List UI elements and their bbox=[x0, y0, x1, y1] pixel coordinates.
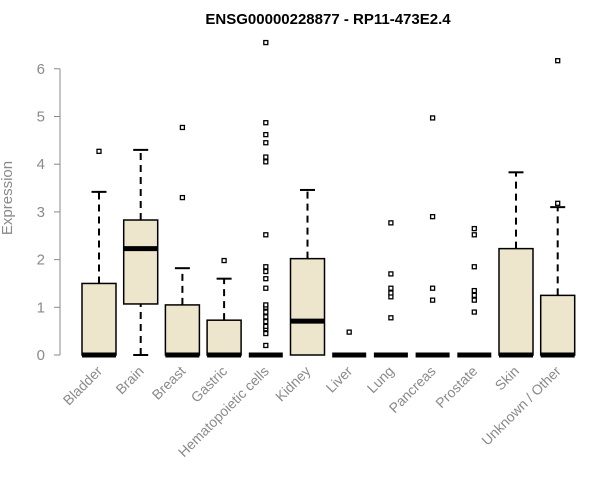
outlier-point bbox=[263, 309, 269, 315]
outlier-point bbox=[555, 58, 561, 64]
box-liver bbox=[332, 329, 367, 358]
x-tick-label: Unknown / Other bbox=[478, 363, 564, 449]
outlier-point bbox=[471, 297, 477, 303]
outlier-point bbox=[263, 285, 269, 291]
outlier-point bbox=[471, 225, 477, 232]
box-body bbox=[206, 319, 242, 356]
y-tick-label: 4 bbox=[37, 156, 45, 173]
x-tick-label: Breast bbox=[149, 363, 189, 403]
outlier-point bbox=[263, 120, 269, 126]
y-tick-label: 3 bbox=[37, 204, 45, 221]
outlier-point bbox=[179, 194, 186, 201]
box-body bbox=[164, 304, 201, 356]
x-tick-label: Kidney bbox=[272, 363, 314, 405]
outlier-point bbox=[263, 232, 269, 238]
outlier-point bbox=[388, 271, 394, 277]
x-tick-label: Skin bbox=[492, 363, 523, 394]
box-body bbox=[122, 219, 159, 305]
outlier-point bbox=[263, 302, 269, 308]
outlier-point bbox=[263, 268, 269, 275]
outlier-point bbox=[263, 323, 269, 330]
outlier-point bbox=[429, 214, 436, 220]
x-tick-label: Lung bbox=[364, 363, 397, 396]
outlier-point bbox=[429, 115, 436, 121]
y-tick-label: 2 bbox=[37, 252, 45, 269]
box-pancreas bbox=[415, 115, 450, 358]
x-tick-label: Bladder bbox=[60, 363, 106, 409]
outlier-point bbox=[388, 315, 394, 321]
box-kidney bbox=[289, 188, 326, 356]
box-unknown-other bbox=[539, 58, 576, 358]
box-body bbox=[498, 247, 534, 356]
outlier-point bbox=[96, 148, 102, 154]
outlier-point bbox=[555, 200, 561, 206]
box-brain bbox=[122, 148, 159, 356]
box-bladder bbox=[81, 148, 117, 358]
y-tick-label: 1 bbox=[37, 299, 45, 316]
box-hematopoietic-cells bbox=[248, 39, 283, 358]
box-body bbox=[289, 257, 326, 356]
outlier-point bbox=[388, 290, 394, 296]
outlier-point bbox=[429, 297, 436, 303]
outlier-point bbox=[471, 287, 477, 294]
x-tick-label: Liver bbox=[323, 363, 356, 396]
box-lung bbox=[373, 220, 408, 358]
outlier-point bbox=[471, 264, 477, 270]
x-tick-label: Prostate bbox=[432, 363, 480, 411]
outlier-point bbox=[263, 342, 269, 349]
outlier-point bbox=[471, 232, 477, 238]
outlier-point bbox=[221, 257, 227, 264]
box-prostate bbox=[457, 225, 492, 358]
box-gastric bbox=[206, 257, 242, 358]
outlier-point bbox=[263, 140, 269, 146]
chart-title: ENSG00000228877 - RP11-473E2.4 bbox=[205, 11, 451, 28]
outlier-point bbox=[388, 285, 394, 291]
outlier-point bbox=[263, 154, 269, 160]
outlier-point bbox=[263, 276, 269, 282]
outlier-point bbox=[263, 39, 269, 46]
outlier-point bbox=[263, 314, 269, 320]
outlier-point bbox=[388, 220, 394, 226]
box-breast bbox=[164, 124, 201, 358]
boxes-layer bbox=[81, 39, 576, 358]
outlier-point bbox=[263, 330, 269, 337]
outlier-point bbox=[263, 131, 269, 138]
box-body bbox=[81, 282, 117, 356]
y-tick-label: 6 bbox=[37, 61, 45, 78]
outlier-point bbox=[429, 285, 436, 291]
y-axis: 0 1 2 3 4 5 6 bbox=[37, 61, 61, 364]
outlier-point bbox=[179, 124, 186, 131]
outlier-point bbox=[263, 318, 269, 325]
outlier-point bbox=[263, 264, 269, 270]
y-axis-label: Expression bbox=[0, 161, 16, 235]
y-tick-label: 0 bbox=[37, 347, 45, 364]
box-body bbox=[539, 294, 576, 356]
x-tick-label: Brain bbox=[112, 363, 146, 397]
box-skin bbox=[498, 171, 534, 358]
outlier-point bbox=[471, 309, 477, 315]
outlier-point bbox=[471, 292, 477, 299]
outlier-point bbox=[263, 159, 269, 165]
y-tick-label: 5 bbox=[37, 109, 45, 126]
outlier-point bbox=[346, 329, 352, 335]
